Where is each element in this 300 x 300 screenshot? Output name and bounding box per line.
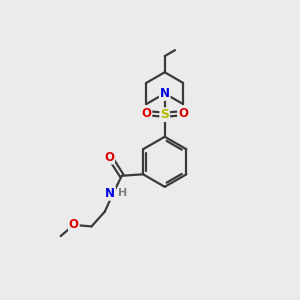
Text: S: S — [160, 108, 169, 121]
Text: O: O — [69, 218, 79, 231]
Text: N: N — [160, 87, 170, 100]
Text: N: N — [105, 187, 115, 200]
Text: O: O — [178, 107, 188, 120]
Text: H: H — [118, 188, 127, 198]
Text: O: O — [104, 151, 114, 164]
Text: O: O — [142, 107, 152, 120]
